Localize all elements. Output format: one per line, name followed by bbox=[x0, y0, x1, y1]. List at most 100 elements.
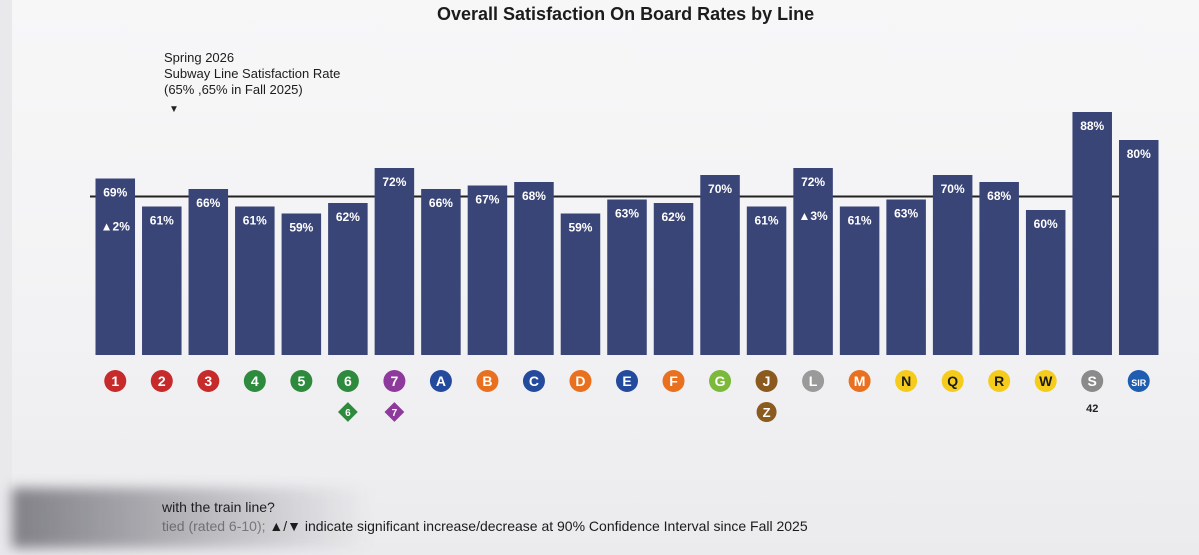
value-label-M: 61% bbox=[848, 214, 872, 228]
bar-W bbox=[1025, 210, 1066, 355]
line-bullet-label-R: R bbox=[994, 373, 1004, 389]
line-bullet-label-J: J bbox=[763, 373, 771, 389]
line-bullet-label-G: G bbox=[715, 373, 726, 389]
line-bullet-label-2: 2 bbox=[158, 373, 166, 389]
value-label-3: 66% bbox=[196, 196, 220, 210]
value-label-W: 60% bbox=[1034, 217, 1058, 231]
bar-E bbox=[607, 199, 647, 355]
line-bullet-label-M: M bbox=[854, 373, 866, 389]
express-bullet-6 bbox=[337, 402, 358, 422]
reference-marker-icon: ▼ bbox=[169, 104, 179, 115]
value-label-L: 72% bbox=[801, 175, 825, 189]
reference-label-line-3: (65% ,65% in Fall 2025) bbox=[164, 82, 303, 97]
bar-6 bbox=[328, 203, 368, 355]
bar-1 bbox=[95, 178, 136, 355]
line-bullet-label-S: S bbox=[1088, 373, 1097, 389]
line-bullet-label-4: 4 bbox=[251, 373, 259, 389]
line-bullet-A bbox=[429, 370, 452, 392]
line-bullet-label-E: E bbox=[622, 373, 631, 389]
express-bullet-7 bbox=[384, 402, 405, 422]
value-label-S: 88% bbox=[1080, 119, 1104, 133]
line-bullet-1 bbox=[104, 370, 127, 392]
line-bullet-label-N: N bbox=[901, 373, 911, 389]
line-bullet-D bbox=[569, 370, 592, 392]
line-bullet-label-D: D bbox=[575, 373, 585, 389]
line-bullet-R bbox=[988, 370, 1011, 392]
line-bullet-Q bbox=[941, 370, 964, 392]
line-bullet-3 bbox=[197, 370, 220, 392]
reference-annotation: Spring 2026 Subway Line Satisfaction Rat… bbox=[164, 50, 340, 98]
value-label-F: 62% bbox=[662, 210, 686, 224]
bar-C bbox=[514, 182, 554, 355]
line-bullet-7 bbox=[383, 370, 406, 392]
slide: Overall Satisfaction On Board Rates by L… bbox=[12, 0, 1199, 555]
footnote-line-2: ▲/▼ indicate significant increase/decrea… bbox=[265, 518, 808, 534]
line-bullet-label-1: 1 bbox=[111, 373, 119, 389]
bar-7 bbox=[374, 168, 415, 355]
bar-J bbox=[746, 206, 787, 355]
express-bullet-label-6: 6 bbox=[345, 408, 351, 419]
line-bullet-label-6: 6 bbox=[344, 373, 352, 389]
bar-A bbox=[421, 189, 461, 355]
bar-R bbox=[979, 182, 1019, 355]
reference-label-line-1: Spring 2026 bbox=[164, 50, 235, 65]
reference-label-line-2: Subway Line Satisfaction Rate bbox=[164, 66, 341, 81]
line-bullet-6 bbox=[336, 370, 359, 392]
bar-chart: 69% 1 61% 2 66% 3 61% 4 59% 5 62% 6 72% 7 66% A 67% B 68% C… bbox=[90, 112, 1159, 422]
line-bullet-label-Q: Q bbox=[947, 373, 958, 389]
shuttle-subtext: 42 bbox=[1086, 403, 1098, 415]
bar-SIR bbox=[1118, 140, 1159, 355]
bar-3 bbox=[188, 189, 229, 355]
change-marker-L: ▲3% bbox=[798, 209, 828, 223]
bar-B bbox=[467, 185, 508, 355]
footnote: with the train line? tied (rated 6-10); … bbox=[162, 498, 808, 536]
line-bullet-label-L: L bbox=[809, 373, 818, 389]
value-label-1: 69% bbox=[103, 186, 127, 200]
value-label-N: 63% bbox=[894, 207, 918, 221]
line-bullet-label-3: 3 bbox=[204, 373, 212, 389]
line-bullet-G bbox=[709, 370, 732, 392]
line-bullet-S bbox=[1081, 370, 1104, 392]
line-bullet-label-5: 5 bbox=[297, 373, 305, 389]
bar-G bbox=[700, 175, 740, 355]
change-marker-1: ▲2% bbox=[101, 220, 131, 234]
footnote-line-1: with the train line? bbox=[162, 499, 275, 515]
bar-4 bbox=[235, 206, 275, 355]
value-label-B: 67% bbox=[475, 193, 499, 207]
bar-D bbox=[560, 213, 601, 355]
line-bullet-Z bbox=[756, 402, 777, 422]
value-label-E: 63% bbox=[615, 207, 639, 221]
line-bullet-B bbox=[476, 370, 499, 392]
value-label-A: 66% bbox=[429, 196, 453, 210]
line-bullet-W bbox=[1034, 370, 1057, 392]
value-label-C: 68% bbox=[522, 189, 546, 203]
value-label-G: 70% bbox=[708, 182, 732, 196]
footnote-line-2-faded: tied (rated 6-10); bbox=[162, 518, 266, 534]
value-label-4: 61% bbox=[243, 214, 267, 228]
line-bullet-SIR bbox=[1127, 370, 1150, 392]
line-bullet-4 bbox=[243, 370, 266, 392]
bar-F bbox=[653, 203, 694, 355]
value-label-SIR: 80% bbox=[1127, 147, 1151, 161]
line-bullet-M bbox=[848, 370, 871, 392]
bar-L bbox=[793, 168, 833, 355]
bar-2 bbox=[142, 206, 182, 355]
bar-N bbox=[886, 199, 926, 355]
express-bullet-label-7: 7 bbox=[392, 408, 398, 419]
line-bullet-C bbox=[522, 370, 545, 392]
bar-M bbox=[839, 206, 880, 355]
line-bullet-E bbox=[616, 370, 638, 392]
line-bullet-label-C: C bbox=[529, 373, 539, 389]
value-label-D: 59% bbox=[568, 221, 592, 235]
line-bullet-J bbox=[755, 370, 778, 392]
value-label-Q: 70% bbox=[941, 182, 965, 196]
bar-5 bbox=[281, 213, 322, 355]
line-bullet-label-A: A bbox=[436, 373, 446, 389]
line-bullet-5 bbox=[290, 370, 313, 392]
value-label-5: 59% bbox=[289, 221, 313, 235]
chart-title: Overall Satisfaction On Board Rates by L… bbox=[437, 4, 815, 24]
bar-Q bbox=[932, 175, 973, 355]
line-bullet-label-W: W bbox=[1039, 373, 1053, 389]
value-label-R: 68% bbox=[987, 189, 1011, 203]
value-label-J: 61% bbox=[755, 214, 779, 228]
